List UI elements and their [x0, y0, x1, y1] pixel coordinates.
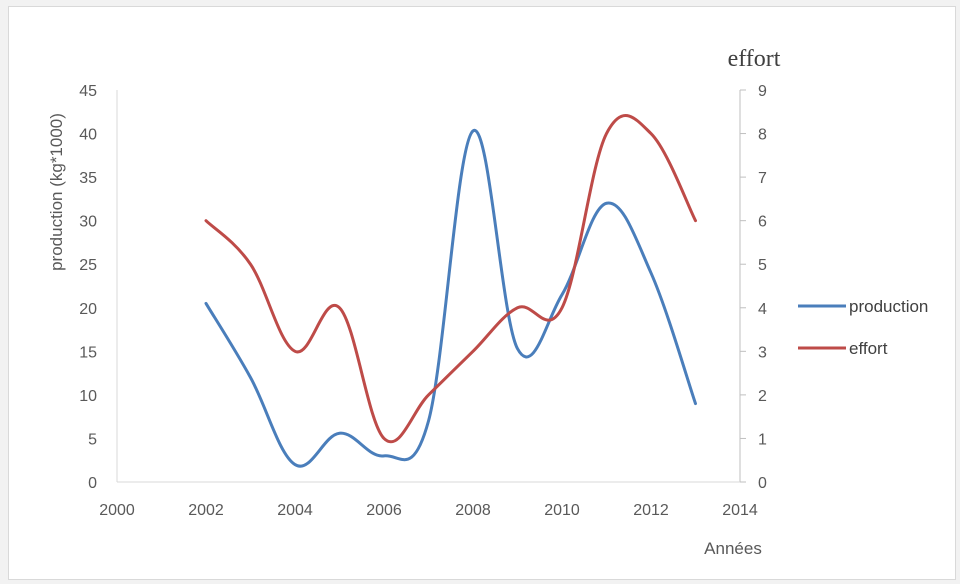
- left-tick-label: 20: [79, 301, 97, 318]
- right-tick-label: 0: [758, 475, 767, 492]
- right-tick-label: 9: [758, 83, 767, 100]
- series-effort: [204, 114, 697, 443]
- left-tick-label: 0: [88, 475, 97, 492]
- series-production: [204, 129, 697, 468]
- x-tick-label: 2000: [99, 502, 135, 519]
- legend: production effort: [798, 297, 928, 358]
- chart-frame: [8, 6, 956, 580]
- right-tick-label: 2: [758, 388, 767, 405]
- x-tick-label: 2006: [366, 502, 402, 519]
- x-tick-label: 2004: [277, 502, 313, 519]
- right-tick-label: 7: [758, 170, 767, 187]
- left-tick-label: 40: [79, 127, 97, 144]
- x-tick-label: 2014: [722, 502, 758, 519]
- legend-item-effort: effort: [798, 339, 888, 358]
- series-line-effort: [204, 114, 697, 443]
- left-tick-label: 25: [79, 257, 97, 274]
- right-tick-label: 3: [758, 344, 767, 361]
- series-layer: [204, 114, 697, 468]
- x-tick-label: 2002: [188, 502, 224, 519]
- left-tick-label: 10: [79, 388, 97, 405]
- left-tick-label: 45: [79, 83, 97, 100]
- legend-label-effort: effort: [849, 339, 888, 358]
- series-line-production: [204, 129, 697, 468]
- left-y-ticks: 0 5 10 15 20 25 30 35 40 45: [79, 83, 97, 492]
- right-tick-label: 5: [758, 257, 767, 274]
- x-tick-label: 2012: [633, 502, 669, 519]
- left-tick-label: 30: [79, 214, 97, 231]
- left-tick-label: 5: [88, 431, 97, 448]
- legend-item-production: production: [798, 297, 928, 316]
- right-tick-label: 1: [758, 431, 767, 448]
- x-tick-label: 2010: [544, 502, 580, 519]
- right-axis-title: effort: [728, 46, 781, 72]
- right-tick-label: 8: [758, 127, 767, 144]
- x-axis-title: Années: [704, 539, 762, 558]
- left-tick-label: 35: [79, 170, 97, 187]
- x-tick-label: 2008: [455, 502, 491, 519]
- right-y-ticks: 0 1 2 3 4 5 6 7 8 9: [740, 83, 767, 492]
- right-tick-label: 6: [758, 214, 767, 231]
- x-ticks: 2000 2002 2004 2006 2008 2010 2012 2014: [99, 502, 758, 519]
- legend-label-production: production: [849, 297, 928, 316]
- left-axis-title: production (kg*1000): [47, 113, 66, 271]
- right-tick-label: 4: [758, 301, 767, 318]
- left-tick-label: 15: [79, 344, 97, 361]
